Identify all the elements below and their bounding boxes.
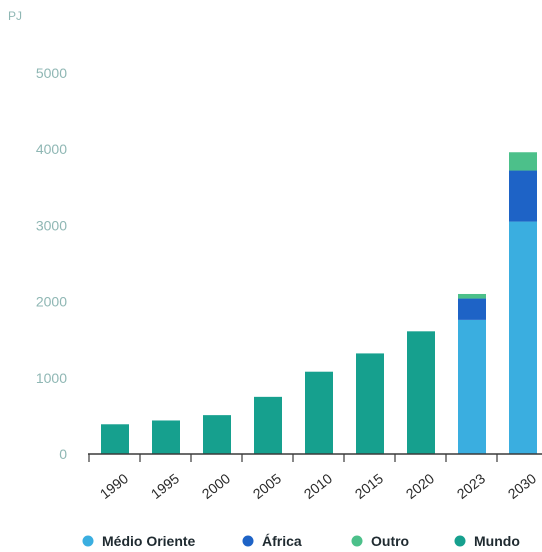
legend-item: Médio Oriente <box>82 533 196 549</box>
legend-item: Mundo <box>454 533 520 549</box>
x-tick-label: 2005 <box>250 470 285 502</box>
y-axis-ticks: 0 1000 2000 3000 4000 5000 <box>36 65 67 462</box>
y-tick-label: 5000 <box>36 65 67 81</box>
x-tick-label: 2000 <box>199 470 234 502</box>
bar-mundo-2010 <box>305 371 333 454</box>
bar-mundo-1990 <box>101 424 129 454</box>
x-tick-label: 2010 <box>301 470 336 502</box>
x-tick-label: 2023 <box>454 470 489 502</box>
bar-outro-2030 <box>509 152 537 171</box>
legend-swatch <box>82 535 94 547</box>
y-tick-label: 4000 <box>36 141 67 157</box>
y-tick-label: 1000 <box>36 370 67 386</box>
legend-swatch <box>351 535 363 547</box>
bar-m-dio-oriente-2030 <box>509 221 537 454</box>
y-tick-label: 2000 <box>36 294 67 310</box>
legend-label: Outro <box>371 533 409 549</box>
x-tick-label: 2015 <box>352 470 387 502</box>
legend: Médio Oriente África Outro Mundo <box>82 533 520 549</box>
legend-label: África <box>262 533 302 549</box>
legend-swatch <box>242 535 254 547</box>
bars <box>101 152 537 454</box>
bar-mundo-2005 <box>254 396 282 454</box>
legend-item: Outro <box>351 533 409 549</box>
bar-mundo-2000 <box>203 415 231 454</box>
x-tick-label: 2020 <box>403 470 438 502</box>
legend-label: Mundo <box>474 533 520 549</box>
x-axis-ticks: 1990 1995 2000 2005 2010 2015 2020 2023 2030 <box>88 454 540 502</box>
unit-label: PJ <box>8 9 22 23</box>
bar--frica-2030 <box>509 170 537 222</box>
x-tick-label: 1995 <box>148 470 183 502</box>
y-tick-label: 3000 <box>36 217 67 233</box>
legend-swatch <box>454 535 466 547</box>
bar-outro-2023 <box>458 293 486 299</box>
legend-label: Médio Oriente <box>102 533 196 549</box>
legend-item: África <box>242 533 302 549</box>
bar-mundo-1995 <box>152 420 180 454</box>
x-tick-label: 1990 <box>97 470 132 502</box>
bar-mundo-2020 <box>407 331 435 454</box>
bar--frica-2023 <box>458 298 486 320</box>
bar-mundo-2015 <box>356 353 384 454</box>
y-tick-label: 0 <box>59 446 67 462</box>
bar-m-dio-oriente-2023 <box>458 319 486 454</box>
x-tick-label: 2030 <box>505 470 540 502</box>
